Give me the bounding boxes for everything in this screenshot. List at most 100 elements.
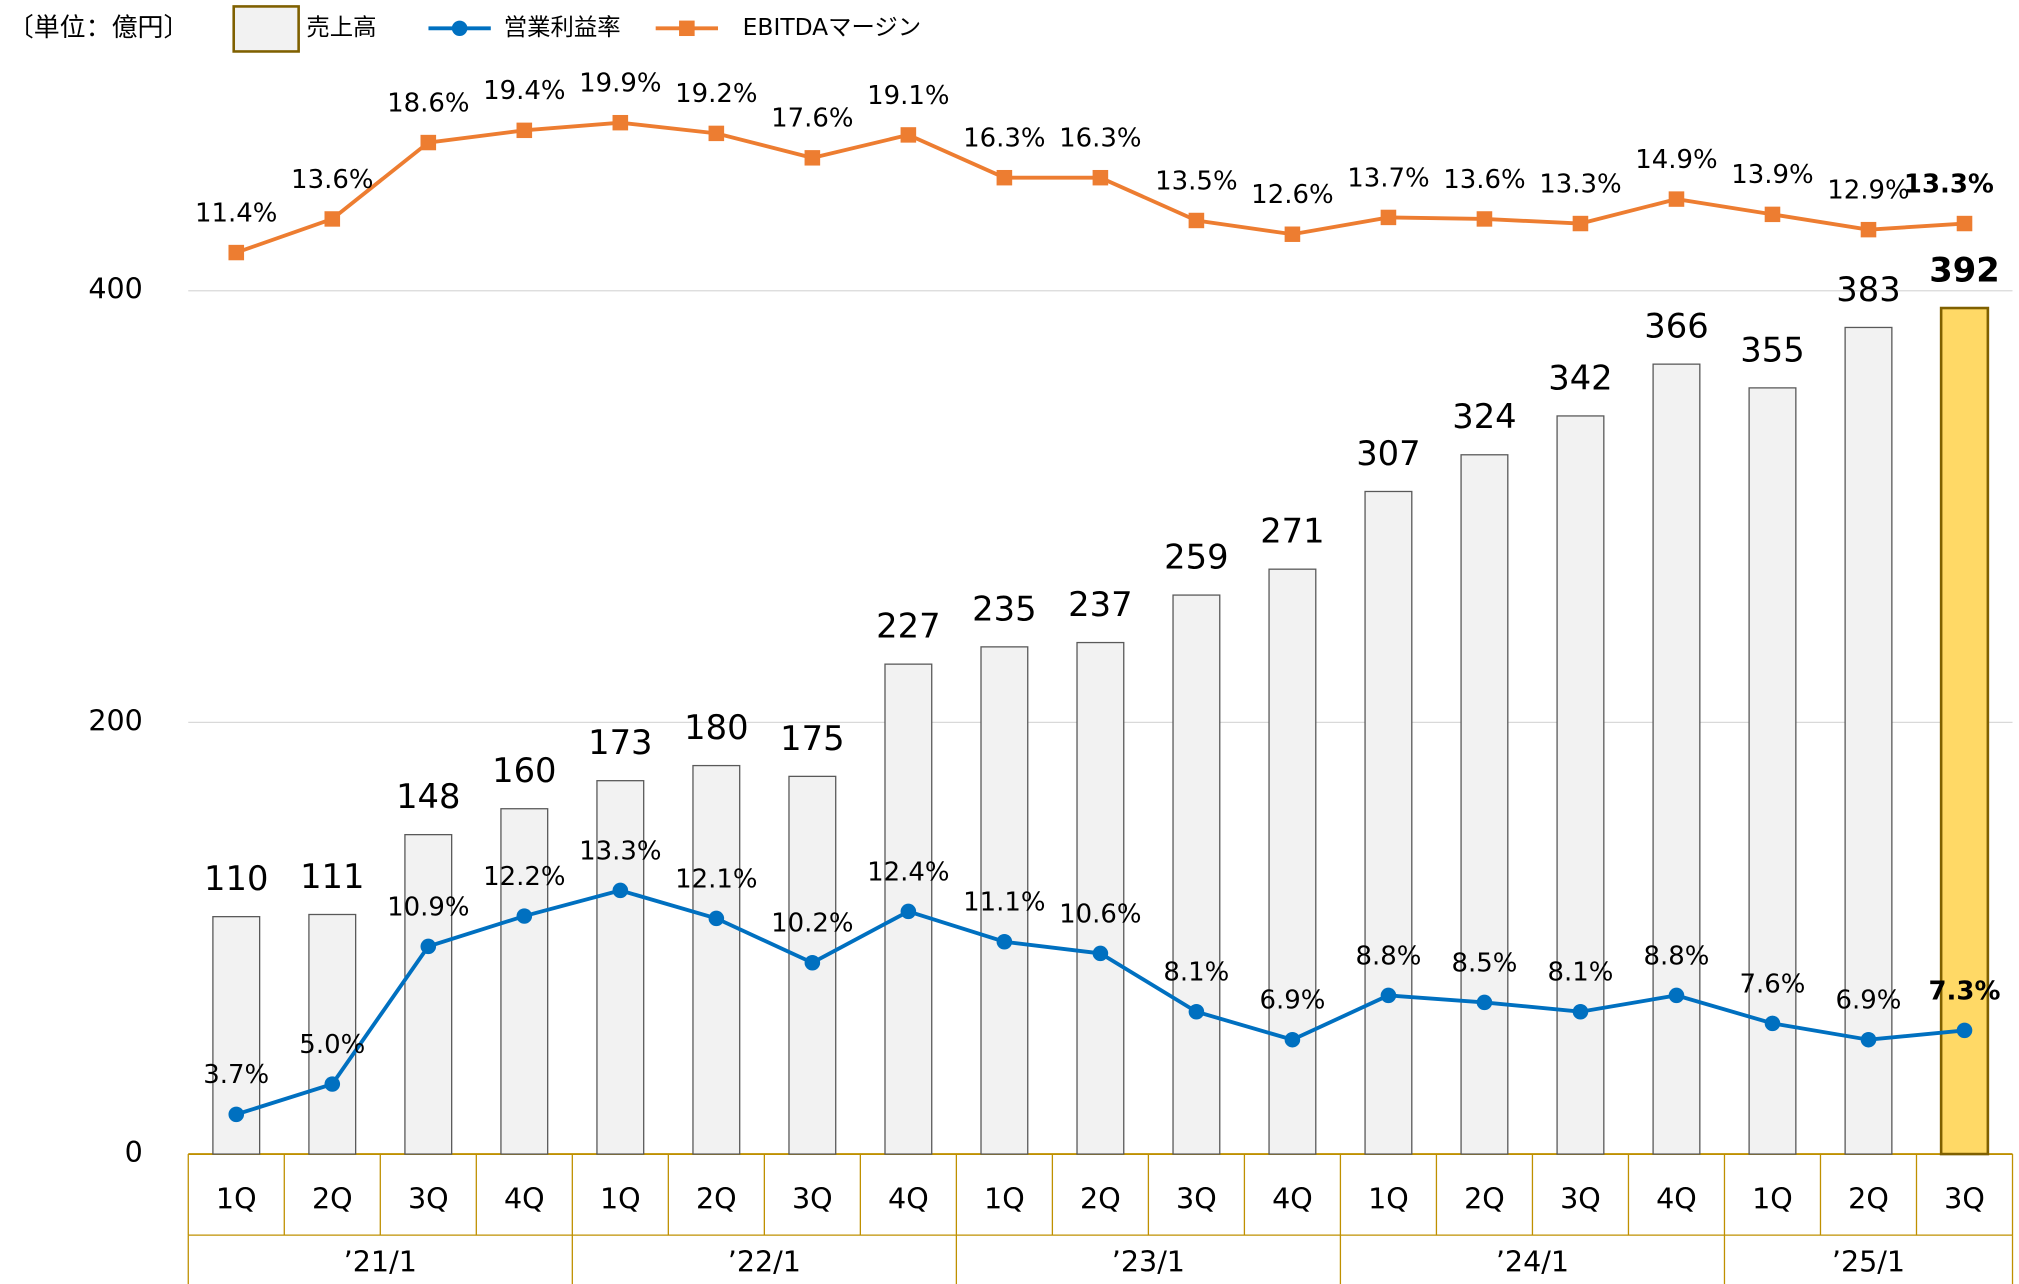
point-label: 13.6% [1443,165,1525,195]
marker [1476,994,1493,1011]
marker [1764,1015,1781,1032]
bar [1556,415,1605,1155]
bar [884,663,933,1155]
bar-label: 342 [1548,359,1612,398]
bar [1364,490,1413,1155]
bar [404,833,453,1155]
marker [1572,215,1589,232]
marker [708,125,725,142]
point-label: 13.3% [1904,170,1994,200]
marker [1380,209,1397,226]
group-label: ’21/1 [344,1245,417,1278]
marker [1764,206,1781,223]
legend-swatch [451,20,468,37]
bar [308,913,357,1155]
x-tick-label: 3Q [792,1182,833,1215]
x-tick-label: 4Q [504,1182,545,1215]
bar-label: 307 [1356,434,1420,473]
x-tick-label: 4Q [888,1182,929,1215]
marker [1860,1032,1877,1048]
point-label: 6.9% [1836,986,1902,1016]
marker [1284,226,1301,242]
point-label: 13.3% [1539,170,1621,200]
point-label: 13.9% [1731,160,1813,190]
bar-label: 237 [1068,585,1132,624]
group-label: ’24/1 [1496,1245,1569,1278]
bar-label: 110 [204,859,268,898]
point-label: 8.8% [1355,941,1421,971]
bar [1460,454,1509,1155]
bar-label: 366 [1644,307,1708,346]
x-tick-label: 4Q [1656,1182,1697,1215]
point-label: 19.9% [579,69,661,99]
group-label: ’23/1 [1112,1245,1185,1278]
marker [1188,212,1205,229]
point-label: 5.0% [299,1030,365,1060]
point-label: 8.1% [1163,958,1229,988]
bar [596,780,645,1155]
legend-label: 営業利益率 [504,14,621,41]
marker [1860,221,1877,238]
bar-label: 392 [1929,251,1999,290]
group-label: ’25/1 [1832,1245,1905,1278]
bar-label: 227 [876,607,940,646]
point-label: 12.4% [867,857,949,887]
bar-label: 160 [492,751,556,790]
x-tick-label: 1Q [600,1182,641,1215]
bar-label: 175 [780,719,844,758]
marker [516,908,533,924]
x-tick-label: 3Q [1176,1182,1217,1215]
point-label: 13.5% [1155,166,1237,196]
point-label: 16.3% [963,124,1045,154]
marker [228,1106,245,1123]
group-label: ’22/1 [728,1245,801,1278]
x-tick-label: 2Q [696,1182,737,1215]
bar [1076,641,1125,1155]
marker [996,934,1013,950]
bar [500,808,549,1155]
unit-label: 〔単位：億円〕 [8,13,190,43]
y-tick-label: 200 [88,704,142,737]
marker [804,150,821,166]
marker [420,938,437,955]
x-tick-label: 2Q [1848,1182,1889,1215]
x-tick-label: 1Q [216,1182,257,1215]
point-label: 10.6% [1059,899,1141,929]
marker [1092,169,1109,186]
point-label: 3.7% [203,1060,269,1090]
point-label: 7.3% [1929,976,2001,1006]
marker [1284,1032,1301,1048]
bar-label: 111 [300,857,364,896]
bar-label: 271 [1260,512,1324,551]
legend-label: 売上高 [306,14,376,41]
marker [1380,987,1397,1004]
bar [1748,387,1797,1155]
x-tick-label: 3Q [1944,1182,1985,1215]
marker [1572,1004,1589,1020]
x-tick-label: 1Q [1368,1182,1409,1215]
point-label: 12.6% [1251,180,1333,210]
marker [1956,215,1973,232]
x-tick-label: 1Q [1752,1182,1793,1215]
bar-label: 383 [1836,270,1900,309]
bar-label: 235 [972,589,1036,628]
marker [1668,191,1685,207]
point-label: 19.2% [675,79,757,109]
legend-label: EBITDAマージン [743,14,921,41]
legend-swatch [679,20,695,37]
point-label: 7.6% [1740,969,1806,999]
point-label: 19.1% [867,81,949,111]
y-tick-label: 400 [88,273,142,306]
marker [1188,1004,1205,1020]
marker [1668,987,1685,1004]
marker [324,1076,341,1092]
bar [1939,306,1990,1156]
bar [212,916,261,1155]
marker [420,134,437,151]
point-label: 19.4% [483,76,565,106]
x-tick-label: 2Q [312,1182,353,1215]
point-label: 6.9% [1259,986,1325,1016]
bar-label: 355 [1740,330,1804,369]
bar-label: 173 [588,723,652,762]
y-tick-label: 0 [125,1136,143,1169]
